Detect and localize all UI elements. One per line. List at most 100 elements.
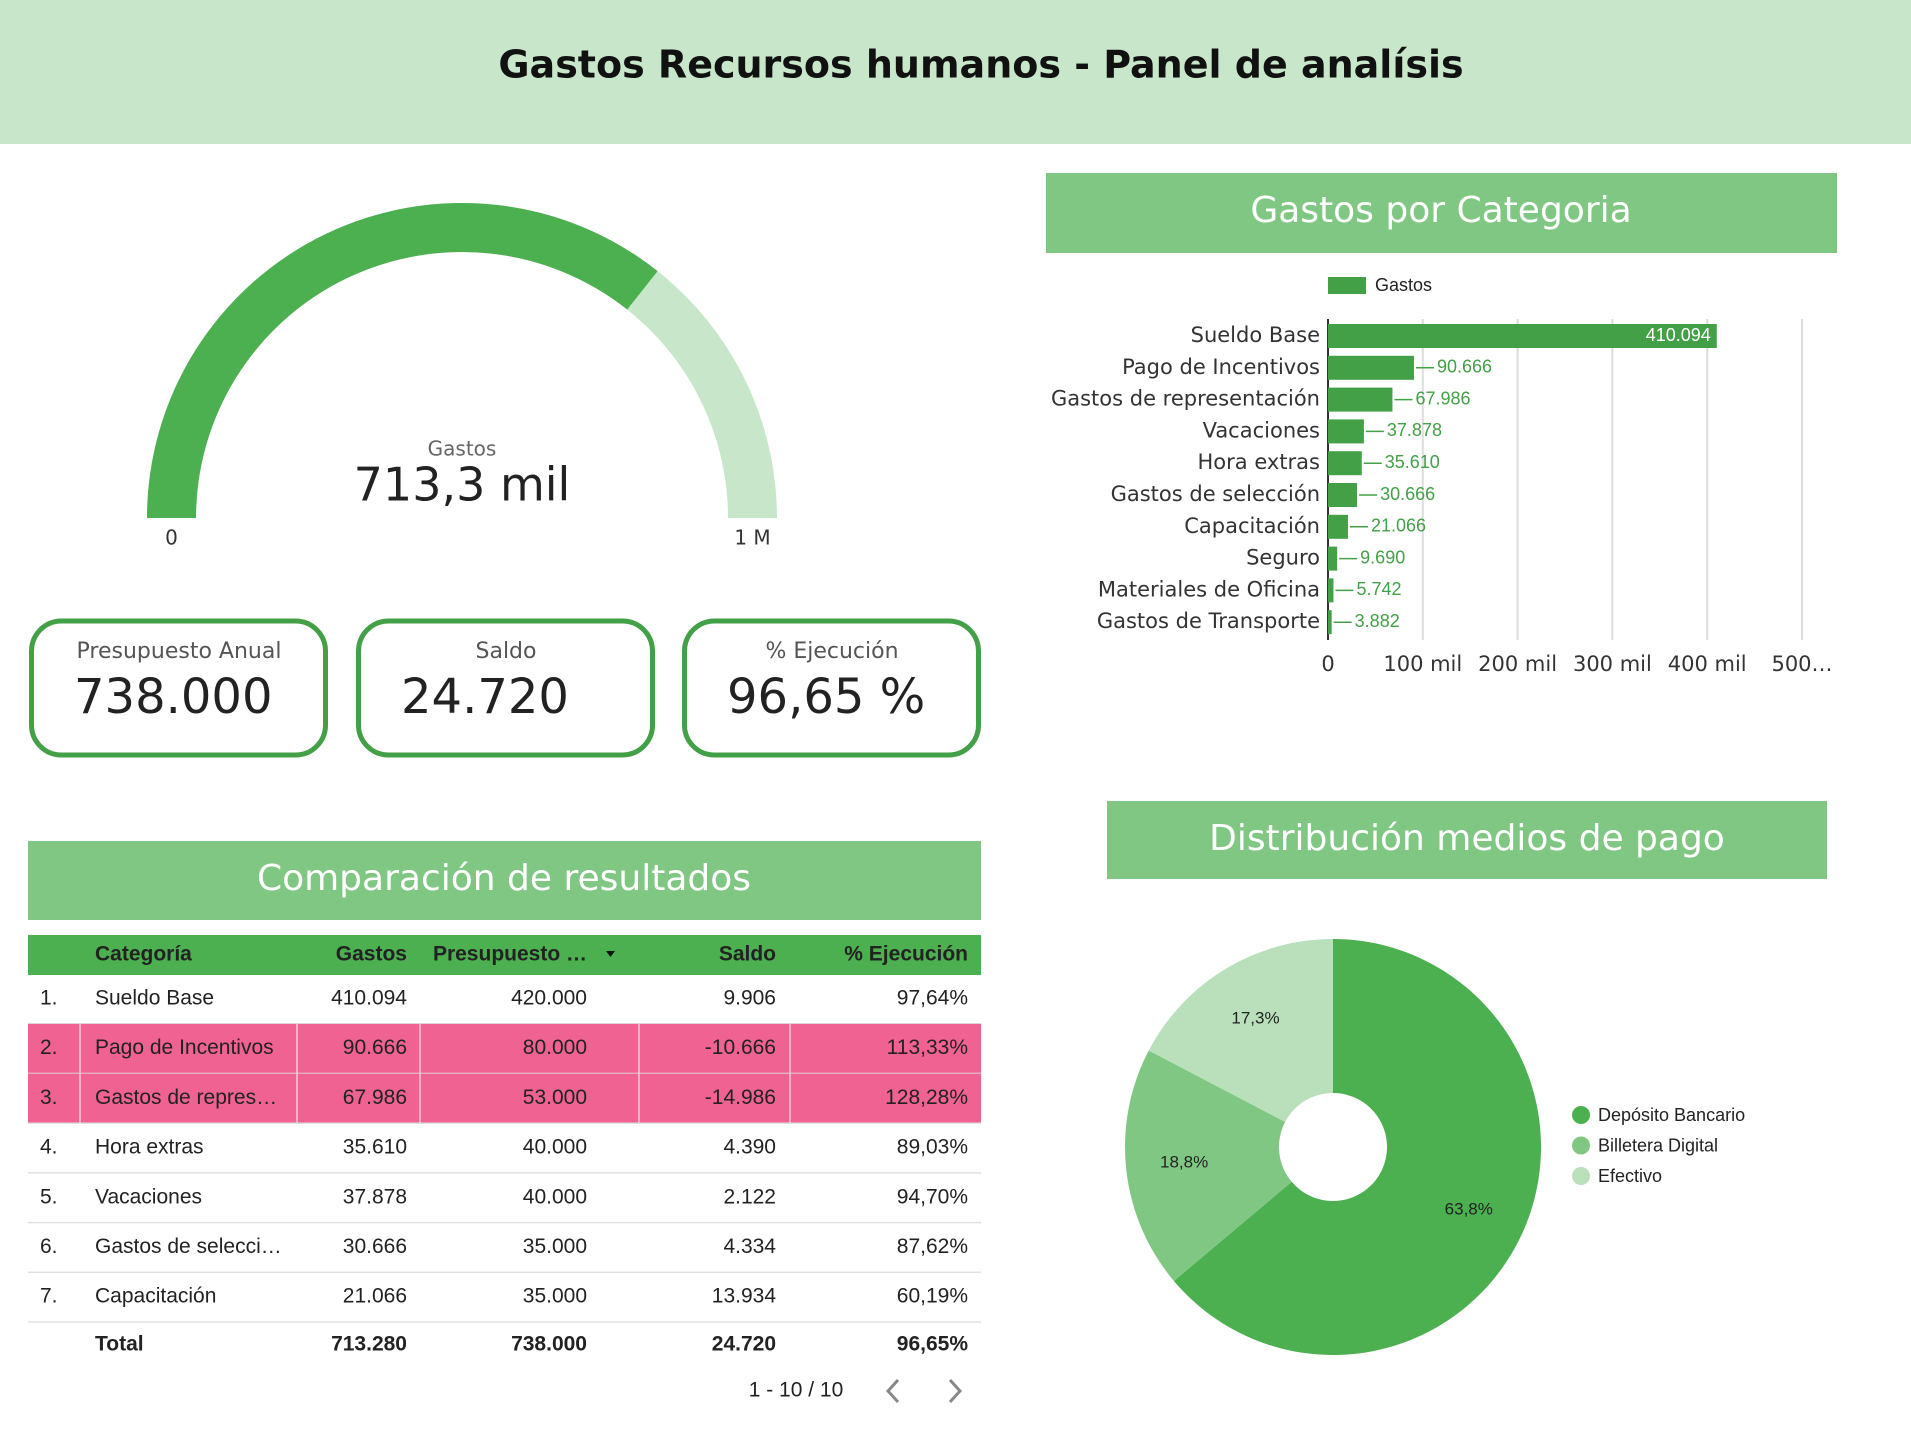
total-cell: 713.280 <box>331 1333 407 1356</box>
bar <box>1328 355 1414 380</box>
table-cell: 35.610 <box>343 1136 407 1159</box>
gauge-value <box>147 202 658 518</box>
data-label: 67.986 <box>1415 388 1470 408</box>
row-highlight <box>28 1073 981 1124</box>
bar <box>1328 546 1338 571</box>
table-header: Categoría <box>95 943 192 966</box>
row-index: 1. <box>40 987 58 1010</box>
legend-label: Depósito Bancario <box>1598 1105 1745 1125</box>
table-cell: 67.986 <box>343 1086 407 1109</box>
table-cell: 40.000 <box>523 1136 587 1159</box>
y-tick-label: Capacitación <box>1184 514 1320 538</box>
table-cell: 53.000 <box>523 1086 587 1109</box>
total-cell: 24.720 <box>712 1333 776 1356</box>
next-page[interactable] <box>948 1378 963 1404</box>
x-tick-label: 100 mil <box>1383 652 1462 676</box>
table-cell: Vacaciones <box>95 1185 202 1208</box>
table-cell: 90.666 <box>343 1036 407 1059</box>
data-label: 30.666 <box>1380 484 1435 504</box>
bar <box>1328 578 1334 603</box>
y-tick-label: Sueldo Base <box>1191 323 1320 347</box>
row-index: 6. <box>40 1235 58 1258</box>
row-index: 2. <box>40 1036 58 1059</box>
bar-title: Gastos por Categoria <box>1250 190 1631 231</box>
table-cell: 128,28% <box>885 1086 968 1109</box>
table-cell: 97,64% <box>897 987 968 1010</box>
table-cell: Capacitación <box>95 1285 216 1308</box>
kpi-label: Saldo <box>476 639 537 664</box>
row-index: 5. <box>40 1185 58 1208</box>
y-tick-label: Hora extras <box>1198 450 1320 474</box>
legend-swatch <box>1328 277 1366 294</box>
pie-title-box <box>1107 801 1827 879</box>
bar <box>1328 483 1358 507</box>
y-tick-label: Vacaciones <box>1203 418 1320 442</box>
row-highlight <box>28 1023 981 1074</box>
bar <box>1328 610 1332 635</box>
table-cell: Sueldo Base <box>95 987 214 1010</box>
table-cell: 37.878 <box>343 1185 407 1208</box>
row-index: 4. <box>40 1136 58 1159</box>
y-tick-label: Gastos de Transporte <box>1097 609 1320 633</box>
table-cell: 87,62% <box>897 1235 968 1258</box>
row-index: 3. <box>40 1086 58 1109</box>
pagination: 1 - 10 / 10 <box>749 1379 844 1402</box>
data-label: 5.742 <box>1356 579 1401 599</box>
pie-slice <box>1173 939 1541 1356</box>
pie-slice <box>1125 1050 1292 1281</box>
kpi-value: 96,65 % <box>727 669 925 725</box>
table-cell: 94,70% <box>897 1185 968 1208</box>
table-cell: 60,19% <box>897 1285 968 1308</box>
kpi-label: % Ejecución <box>765 639 898 664</box>
total-label: Total <box>95 1333 144 1356</box>
pie-title: Distribución medios de pago <box>1209 818 1725 859</box>
y-tick-label: Pago de Incentivos <box>1122 355 1320 379</box>
legend-label: Gastos <box>1375 275 1432 295</box>
slice-label: 63,8% <box>1445 1200 1493 1219</box>
kpi-value: 24.720 <box>401 669 569 725</box>
table-cell: 35.000 <box>523 1285 587 1308</box>
data-label: 3.882 <box>1355 611 1400 631</box>
legend-label: Efectivo <box>1598 1166 1662 1186</box>
table-cell: 2.122 <box>723 1185 776 1208</box>
bar <box>1328 419 1364 444</box>
gauge-tick-label: 1 M <box>734 526 770 550</box>
slice-label: 18,8% <box>1160 1153 1208 1172</box>
table-cell: Hora extras <box>95 1136 204 1159</box>
table-cell: 35.000 <box>523 1235 587 1258</box>
bar <box>1328 451 1362 476</box>
bar-title-box <box>1046 173 1837 253</box>
data-label: 37.878 <box>1387 420 1442 440</box>
row-index: 7. <box>40 1285 58 1308</box>
table-cell: 420.000 <box>511 987 587 1010</box>
data-label: 35.610 <box>1385 452 1440 472</box>
table-cell: Pago de Incentivos <box>95 1036 274 1059</box>
table-header-row <box>28 935 981 975</box>
x-tick-label: 500… <box>1771 652 1832 676</box>
x-tick-label: 0 <box>1321 652 1334 676</box>
table-title: Comparación de resultados <box>257 858 751 899</box>
table-cell: 89,03% <box>897 1136 968 1159</box>
kpi-label: Presupuesto Anual <box>77 639 282 664</box>
kpi-value: 738.000 <box>74 669 273 725</box>
data-label: 9.690 <box>1360 547 1405 567</box>
x-tick-label: 400 mil <box>1668 652 1747 676</box>
data-label: 21.066 <box>1371 516 1426 536</box>
table-cell: -10.666 <box>705 1036 776 1059</box>
bar <box>1328 324 1717 348</box>
table-cell: Gastos de selecci… <box>95 1235 282 1258</box>
table-cell: 21.066 <box>343 1285 407 1308</box>
gauge-label: Gastos <box>428 437 497 461</box>
page-title: Gastos Recursos humanos - Panel de analí… <box>498 43 1463 87</box>
table-header: % Ejecución <box>844 943 968 966</box>
gauge-tick-label: 0 <box>165 526 178 550</box>
bar <box>1328 514 1348 539</box>
sort-icon[interactable] <box>606 951 615 957</box>
bar <box>1328 387 1393 412</box>
table-title-box <box>28 841 981 920</box>
x-tick-label: 200 mil <box>1478 652 1557 676</box>
prev-page[interactable] <box>885 1378 900 1404</box>
total-cell: 738.000 <box>511 1333 587 1356</box>
kpi-card <box>29 618 328 758</box>
